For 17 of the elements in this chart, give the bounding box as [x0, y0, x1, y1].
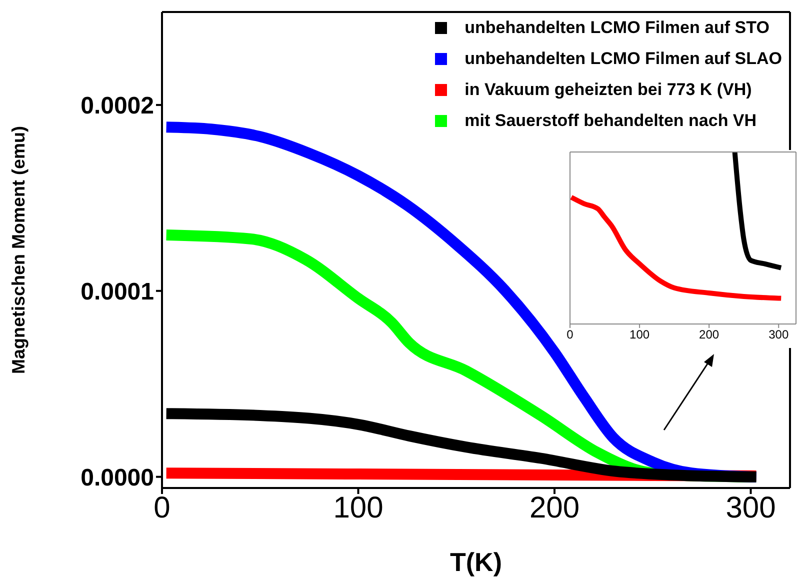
x-tick-label: 300: [768, 328, 789, 342]
x-tick-label: 200: [529, 491, 580, 524]
x-tick-label: 100: [630, 328, 650, 342]
y-tick-label: 0.0001: [80, 278, 154, 306]
x-tick-label: 200: [699, 328, 720, 342]
x-tick-label: 0: [566, 328, 574, 342]
legend-label: unbehandelten LCMO Filmen auf STO: [464, 17, 770, 39]
legend-label: unbehandelten LCMO Filmen auf SLAO: [464, 48, 782, 70]
y-tick-label: 0.0000: [80, 464, 154, 492]
x-axis-title: T(K): [450, 547, 502, 577]
y-tick-label: 0.0002: [80, 92, 154, 120]
x-tick-label: 300: [726, 491, 776, 524]
legend-label: mit Sauerstoff behandelten nach VH: [464, 110, 757, 132]
y-axis-title: Magnetischen Moment (emu): [8, 126, 28, 374]
x-tick-label: 0: [154, 491, 170, 524]
x-tick-label: 100: [333, 491, 384, 524]
legend-label: in Vakuum geheizten bei 773 K (VH): [464, 79, 752, 101]
